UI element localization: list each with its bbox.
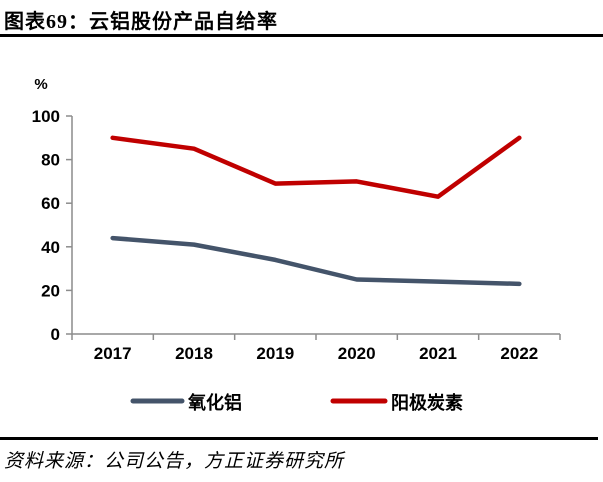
figure-title: 图表69：云铝股份产品自给率 xyxy=(4,11,278,33)
title-divider xyxy=(0,34,603,37)
y-axis-unit-label: % xyxy=(34,76,47,93)
legend-label-anode-carbon: 阳极炭素 xyxy=(391,392,463,413)
x-axis-label: 2021 xyxy=(419,344,457,363)
x-axis-label: 2022 xyxy=(500,344,538,363)
y-axis-label: 0 xyxy=(51,325,60,344)
y-axis-label: 40 xyxy=(41,238,60,257)
y-axis-label: 20 xyxy=(41,281,60,300)
y-axis-label: 60 xyxy=(41,194,60,213)
x-axis-label: 2017 xyxy=(94,344,132,363)
x-axis-label: 2020 xyxy=(338,344,376,363)
x-axis-label: 2019 xyxy=(256,344,294,363)
series-line-anode-carbon xyxy=(110,135,522,199)
y-axis-label: 80 xyxy=(41,151,60,170)
footer-divider xyxy=(0,437,598,440)
series-line-alumina xyxy=(110,235,522,287)
x-axis-label: 2018 xyxy=(175,344,213,363)
legend-label-alumina: 氧化铝 xyxy=(187,392,242,413)
y-axis-label: 100 xyxy=(32,107,60,126)
chart-svg: 0 20 40 60 80 100% 2017 2018 2019 2020 2021 2022 氧化铝… xyxy=(32,76,561,413)
source-text: 资料来源：公司公告，方正证券研究所 xyxy=(4,451,345,472)
